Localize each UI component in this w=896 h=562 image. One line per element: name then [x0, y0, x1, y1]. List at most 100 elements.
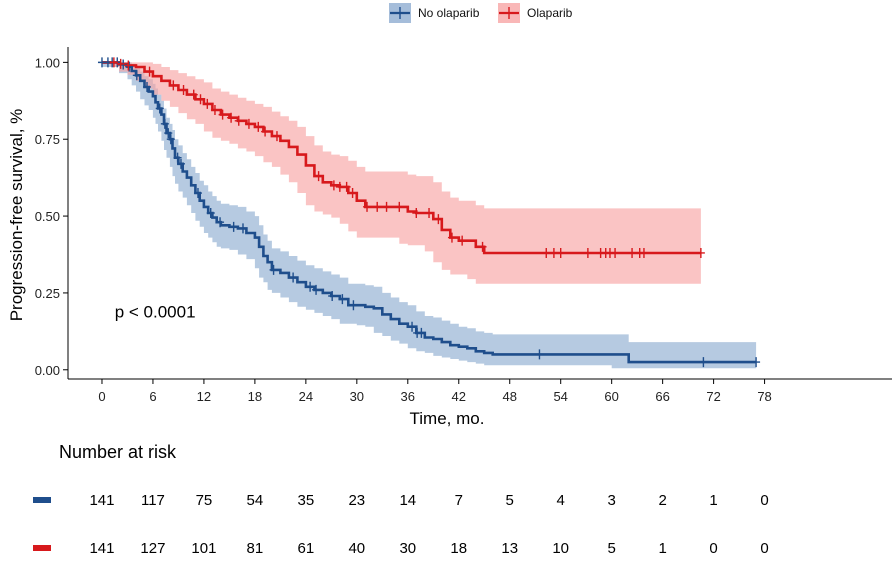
censor-mark	[458, 235, 467, 246]
risk-count: 1	[658, 540, 666, 557]
risk-count: 54	[247, 492, 264, 509]
y-tick-label: 0.25	[35, 286, 60, 301]
censor-mark	[556, 247, 565, 258]
risk-count: 0	[760, 492, 768, 509]
censor-mark	[342, 181, 351, 192]
risk-count: 30	[399, 540, 416, 557]
x-tick-label: 48	[502, 389, 516, 404]
censor-mark	[218, 109, 227, 120]
x-tick-label: 6	[149, 389, 156, 404]
censor-mark	[155, 103, 164, 114]
x-tick-label: 12	[197, 389, 211, 404]
censor-mark	[289, 272, 298, 283]
ci-band-series-0	[102, 62, 757, 369]
censor-mark	[583, 247, 592, 258]
risk-count: 75	[196, 492, 213, 509]
y-ticks: 0.00 0.25 0.50 0.75 1.00	[35, 55, 68, 378]
censor-mark	[206, 208, 215, 218]
x-tick-label: 18	[248, 389, 262, 404]
censor-mark	[160, 118, 169, 129]
censor-mark	[549, 247, 558, 258]
censor-mark	[125, 61, 134, 72]
risk-count: 35	[298, 492, 315, 509]
axes	[67, 47, 892, 380]
censor-mark	[196, 94, 205, 105]
censor-mark	[234, 115, 243, 126]
censor-mark	[124, 60, 133, 71]
censor-mark	[363, 201, 372, 212]
censor-mark	[349, 300, 358, 311]
censor-mark	[335, 181, 344, 192]
confidence-bands	[102, 62, 757, 369]
censor-mark	[328, 291, 337, 301]
censor-mark	[210, 105, 219, 116]
censor-mark	[164, 128, 173, 139]
censor-mark	[312, 284, 321, 295]
censor-mark	[244, 118, 253, 129]
censor-mark	[227, 112, 236, 123]
censor-mark	[261, 126, 270, 137]
censor-mark	[143, 81, 152, 92]
censor-mark	[628, 247, 637, 258]
censor-mark	[447, 232, 456, 243]
ci-band-series-1	[102, 62, 701, 284]
y-axis-title: Progression-free survival, %	[7, 109, 26, 322]
censor-mark	[176, 158, 185, 169]
x-tick-label: 24	[299, 389, 313, 404]
censor-mark	[145, 66, 154, 77]
censor-mark	[535, 349, 544, 360]
risk-count: 127	[140, 540, 165, 557]
censor-mark	[203, 98, 212, 109]
censor-mark	[696, 247, 705, 258]
censor-mark	[338, 294, 347, 305]
risk-count: 4	[557, 492, 565, 509]
censor-mark	[314, 171, 323, 182]
risk-count: 7	[455, 492, 463, 509]
x-axis-title: Time, mo.	[410, 409, 485, 428]
risk-row-swatch	[33, 497, 51, 503]
censor-mark	[116, 58, 125, 69]
risk-count: 101	[191, 540, 216, 557]
censor-mark	[109, 57, 118, 68]
censor-mark	[229, 221, 238, 232]
risk-count: 3	[607, 492, 615, 509]
censor-mark	[348, 188, 357, 199]
risk-count: 5	[607, 540, 615, 557]
censor-mark	[254, 121, 263, 132]
x-tick-label: 60	[604, 389, 618, 404]
risk-count: 5	[506, 492, 514, 509]
censor-marks	[97, 57, 761, 368]
risk-count: 61	[298, 540, 315, 557]
risk-count: 40	[348, 540, 365, 557]
risk-count: 141	[89, 492, 114, 509]
y-tick-label: 1.00	[35, 55, 60, 70]
risk-count: 81	[247, 540, 264, 557]
x-tick-label: 36	[401, 389, 415, 404]
x-tick-label: 42	[452, 389, 466, 404]
censor-mark	[306, 281, 315, 292]
x-ticks: 0 6 12 18 24 30 36 42 48 54 60 66 72 78	[98, 379, 772, 404]
y-tick-label: 0.50	[35, 209, 60, 224]
x-tick-label: 30	[350, 389, 364, 404]
censor-mark	[272, 131, 281, 142]
x-tick-label: 0	[98, 389, 105, 404]
risk-table-title: Number at risk	[59, 442, 177, 462]
y-tick-label: 0.75	[35, 132, 60, 147]
censor-mark	[329, 180, 338, 191]
risk-count: 13	[501, 540, 518, 557]
risk-count: 117	[141, 492, 165, 509]
censor-mark	[189, 89, 198, 100]
censor-mark	[699, 357, 708, 368]
risk-count: 2	[658, 492, 666, 509]
legend-label: No olaparib	[418, 6, 480, 20]
censor-mark	[412, 208, 421, 218]
x-tick-label: 72	[706, 389, 720, 404]
censor-mark	[269, 264, 278, 275]
risk-count: 10	[552, 540, 569, 557]
censor-mark	[193, 188, 202, 199]
censor-mark	[478, 241, 487, 252]
censor-mark	[395, 201, 404, 212]
x-tick-label: 54	[553, 389, 567, 404]
